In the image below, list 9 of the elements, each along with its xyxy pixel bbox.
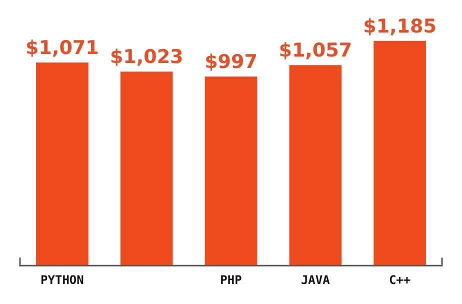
data-label: $1,071 <box>26 36 99 59</box>
x-tick-label: PYTHON <box>40 272 84 287</box>
data-label: $997 <box>204 50 258 73</box>
data-label: $1,057 <box>278 40 352 62</box>
x-tick-label: JAVA <box>300 272 331 287</box>
x-tick-label: C++ <box>388 272 411 287</box>
data-label: $1,023 <box>110 46 184 68</box>
x-tick-label: PHP <box>220 272 242 287</box>
data-label: $1,185 <box>363 15 436 38</box>
